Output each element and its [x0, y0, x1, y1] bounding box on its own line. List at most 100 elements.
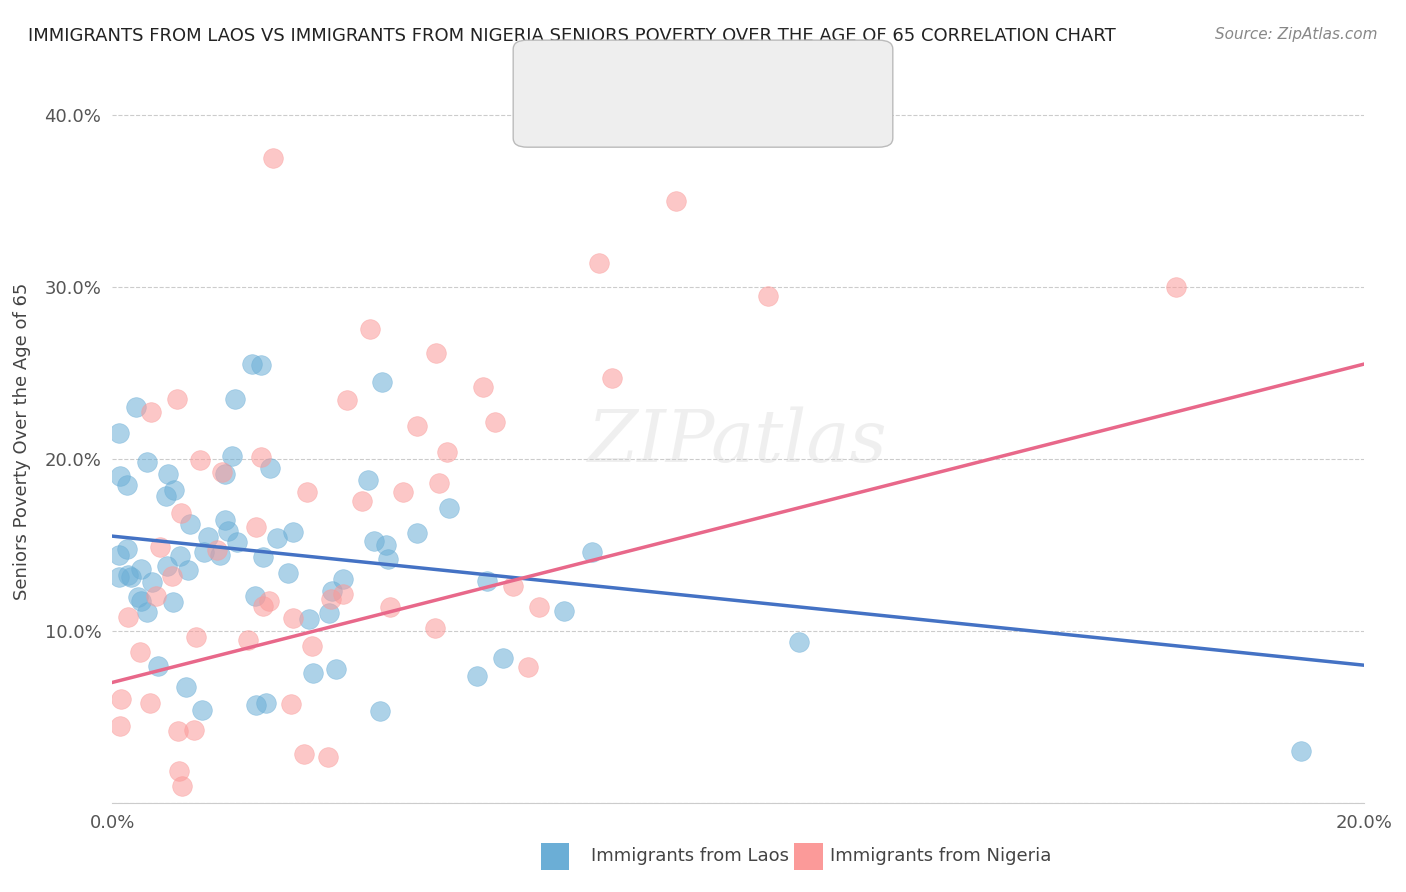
- Point: [502, 578, 524, 592]
- Point: [427, 476, 450, 491]
- Point: [107, 570, 129, 584]
- Point: [439, 500, 461, 515]
- Point: [214, 512, 236, 526]
- Point: [183, 723, 205, 737]
- Point: [465, 669, 488, 683]
- Text: IMMIGRANTS FROM LAOS VS IMMIGRANTS FROM NIGERIA SENIORS POVERTY OVER THE AGE OF : IMMIGRANTS FROM LAOS VS IMMIGRANTS FROM …: [28, 27, 1116, 45]
- Point: [236, 632, 259, 647]
- Point: [281, 610, 304, 624]
- Point: [280, 698, 302, 712]
- Point: [318, 607, 340, 621]
- Point: [581, 545, 603, 559]
- Point: [1291, 744, 1313, 758]
- Point: [262, 151, 284, 165]
- Point: [332, 572, 354, 586]
- Point: [363, 533, 385, 548]
- Point: [221, 449, 243, 463]
- Point: [553, 604, 575, 618]
- Point: [245, 698, 267, 712]
- Point: [120, 569, 142, 583]
- Point: [405, 526, 427, 541]
- Point: [139, 405, 162, 419]
- Point: [170, 506, 193, 520]
- Point: [357, 473, 380, 487]
- Point: [484, 415, 506, 429]
- Point: [245, 520, 267, 534]
- Point: [166, 723, 188, 738]
- Point: [190, 702, 212, 716]
- Point: [214, 467, 236, 481]
- Text: R = -0.176   N = 66: R = -0.176 N = 66: [562, 70, 754, 87]
- Point: [141, 575, 163, 590]
- Point: [162, 594, 184, 608]
- Point: [217, 524, 239, 538]
- Point: [125, 401, 148, 415]
- Point: [436, 445, 458, 459]
- Point: [301, 666, 323, 681]
- Point: [166, 392, 188, 406]
- Point: [588, 256, 610, 270]
- Point: [332, 587, 354, 601]
- Point: [789, 634, 811, 648]
- Point: [297, 612, 319, 626]
- Point: [243, 589, 266, 603]
- Point: [325, 662, 347, 676]
- Point: [377, 552, 399, 566]
- Point: [177, 563, 200, 577]
- Point: [211, 466, 233, 480]
- Point: [117, 478, 139, 492]
- Point: [224, 392, 246, 407]
- Point: [145, 589, 167, 603]
- Point: [319, 592, 342, 607]
- Point: [188, 453, 211, 467]
- Point: [292, 747, 315, 761]
- Point: [149, 541, 172, 555]
- Point: [472, 380, 495, 394]
- Point: [254, 696, 277, 710]
- Point: [600, 371, 623, 385]
- Point: [756, 289, 779, 303]
- Point: [375, 538, 398, 552]
- Point: [110, 719, 132, 733]
- Point: [163, 483, 186, 498]
- Point: [157, 467, 180, 481]
- Point: [127, 590, 149, 604]
- Point: [423, 621, 446, 635]
- Point: [368, 704, 391, 718]
- Point: [277, 566, 299, 580]
- Point: [205, 542, 228, 557]
- Point: [169, 764, 191, 778]
- Point: [252, 599, 274, 613]
- Point: [321, 584, 343, 599]
- Point: [225, 534, 247, 549]
- Point: [115, 541, 138, 556]
- Point: [128, 645, 150, 659]
- Point: [172, 779, 194, 793]
- Point: [108, 468, 131, 483]
- Point: [193, 545, 215, 559]
- Point: [257, 593, 280, 607]
- Point: [197, 530, 219, 544]
- Point: [378, 599, 401, 614]
- Text: Immigrants from Nigeria: Immigrants from Nigeria: [830, 847, 1050, 865]
- Point: [131, 561, 153, 575]
- Point: [1166, 279, 1188, 293]
- Point: [174, 680, 197, 694]
- Point: [336, 392, 359, 407]
- Point: [209, 548, 232, 562]
- Point: [250, 450, 273, 464]
- Point: [107, 548, 129, 562]
- Point: [517, 660, 540, 674]
- Text: R = 0.435   N = 53: R = 0.435 N = 53: [562, 107, 747, 125]
- Point: [266, 531, 288, 545]
- Point: [138, 697, 160, 711]
- Text: Source: ZipAtlas.com: Source: ZipAtlas.com: [1215, 27, 1378, 42]
- Text: Immigrants from Laos: Immigrants from Laos: [591, 847, 789, 865]
- Point: [169, 549, 191, 563]
- Point: [252, 550, 274, 565]
- Point: [391, 484, 413, 499]
- Point: [129, 594, 152, 608]
- Point: [318, 750, 340, 764]
- Point: [359, 321, 381, 335]
- Text: ZIPatlas: ZIPatlas: [588, 406, 889, 477]
